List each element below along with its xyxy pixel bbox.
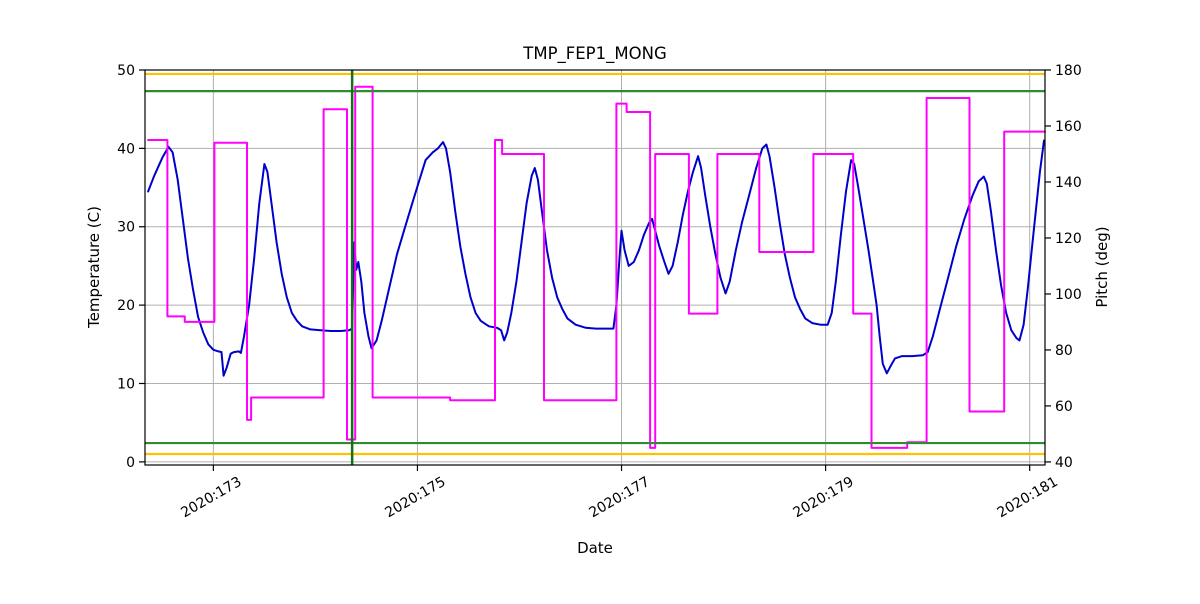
chart-title: TMP_FEP1_MONG xyxy=(522,44,666,64)
x-axis-label: Date xyxy=(577,539,613,557)
y-tick-label-left: 30 xyxy=(117,220,135,236)
series-line-temperature xyxy=(147,139,1045,377)
y-tick-label-right: 100 xyxy=(1055,287,1082,303)
y-tick-label-right: 140 xyxy=(1055,175,1082,191)
y-tick-label-left: 10 xyxy=(117,376,135,392)
y-tick-label-right: 80 xyxy=(1055,343,1073,359)
y-axis-label-left: Temperature (C) xyxy=(85,206,103,329)
plot-frame xyxy=(144,69,1046,466)
y-tick-label-left: 40 xyxy=(117,141,135,157)
x-tick-label: 2020:173 xyxy=(178,474,244,521)
series-line-pitch xyxy=(147,85,1046,449)
data-series xyxy=(147,85,1046,449)
y-tick-label-right: 160 xyxy=(1055,119,1082,135)
limit-lines xyxy=(145,70,1045,465)
x-tick-label: 2020:177 xyxy=(586,474,652,521)
y-tick-label-right: 120 xyxy=(1055,231,1082,247)
x-tick-label: 2020:175 xyxy=(382,474,448,521)
y-tick-label-left: 20 xyxy=(117,298,135,314)
y-axis-label-right: Pitch (deg) xyxy=(1093,226,1111,307)
y-tick-label-right: 180 xyxy=(1055,63,1082,79)
x-tick-label: 2020:181 xyxy=(995,474,1061,521)
y-tick-label-left: 0 xyxy=(126,455,135,471)
y-tick-label-left: 50 xyxy=(117,63,135,79)
y-tick-label-right: 40 xyxy=(1055,455,1073,471)
axes: 0 10 20 30 40 50 40 60 80 100 120 140 160 180 2020:173… xyxy=(117,63,1082,521)
y-tick-label-right: 60 xyxy=(1055,399,1073,415)
x-tick-label: 2020:179 xyxy=(791,474,857,521)
